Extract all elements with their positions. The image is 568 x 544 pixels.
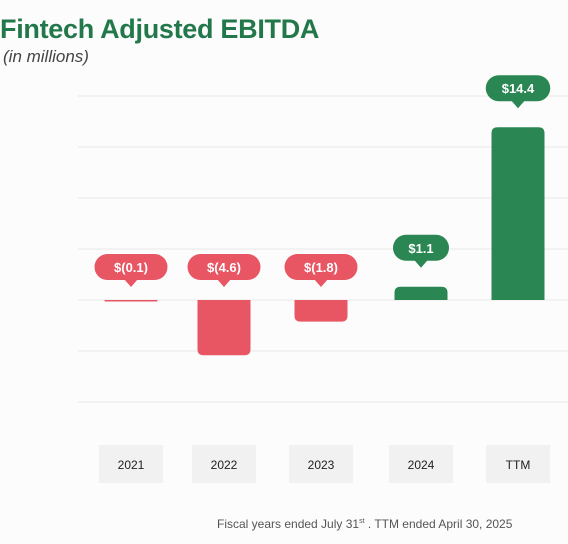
data-label-bubble [393, 234, 449, 261]
data-label-pointer [414, 259, 428, 268]
category-box [389, 445, 453, 483]
x-tick-label: 2021 [118, 458, 145, 472]
data-label-bubble [187, 254, 261, 280]
data-label: $1.1 [408, 241, 433, 256]
bar-2022 [197, 300, 251, 356]
x-tick-label: 2023 [308, 458, 335, 472]
category-box [192, 445, 256, 483]
bar-2023 [294, 300, 348, 322]
x-tick-label: 2022 [211, 458, 238, 472]
data-label-bubble [94, 254, 168, 280]
data-label-bubble [485, 75, 551, 102]
bar-2024 [394, 286, 448, 300]
footnote-superscript: st [359, 518, 365, 525]
x-tick-label: 2024 [408, 458, 435, 472]
data-label-pointer [314, 279, 328, 287]
data-label-pointer [217, 279, 231, 287]
data-label-pointer [511, 100, 525, 109]
category-box [289, 445, 353, 483]
data-label: $14.4 [502, 81, 535, 96]
footnote-suffix: . TTM ended April 30, 2025 [364, 517, 513, 531]
x-tick-label: TTM [506, 458, 531, 472]
fiscal-year-footnote: Fiscal years ended July 31st . TTM ended… [217, 517, 512, 531]
category-box [99, 445, 163, 483]
data-label: $(1.8) [304, 260, 338, 275]
data-label: $(0.1) [114, 260, 148, 275]
bar-TTM [491, 127, 545, 300]
chart-title: Fintech Adjusted EBITDA [0, 14, 320, 44]
chart-subtitle: (in millions) [3, 47, 89, 66]
data-label-pointer [124, 279, 138, 287]
bar-2021 [104, 300, 158, 302]
category-box [486, 445, 550, 483]
data-label-bubble [284, 254, 358, 280]
footnote-prefix: Fiscal years ended July 31 [217, 517, 360, 531]
data-label: $(4.6) [207, 260, 241, 275]
